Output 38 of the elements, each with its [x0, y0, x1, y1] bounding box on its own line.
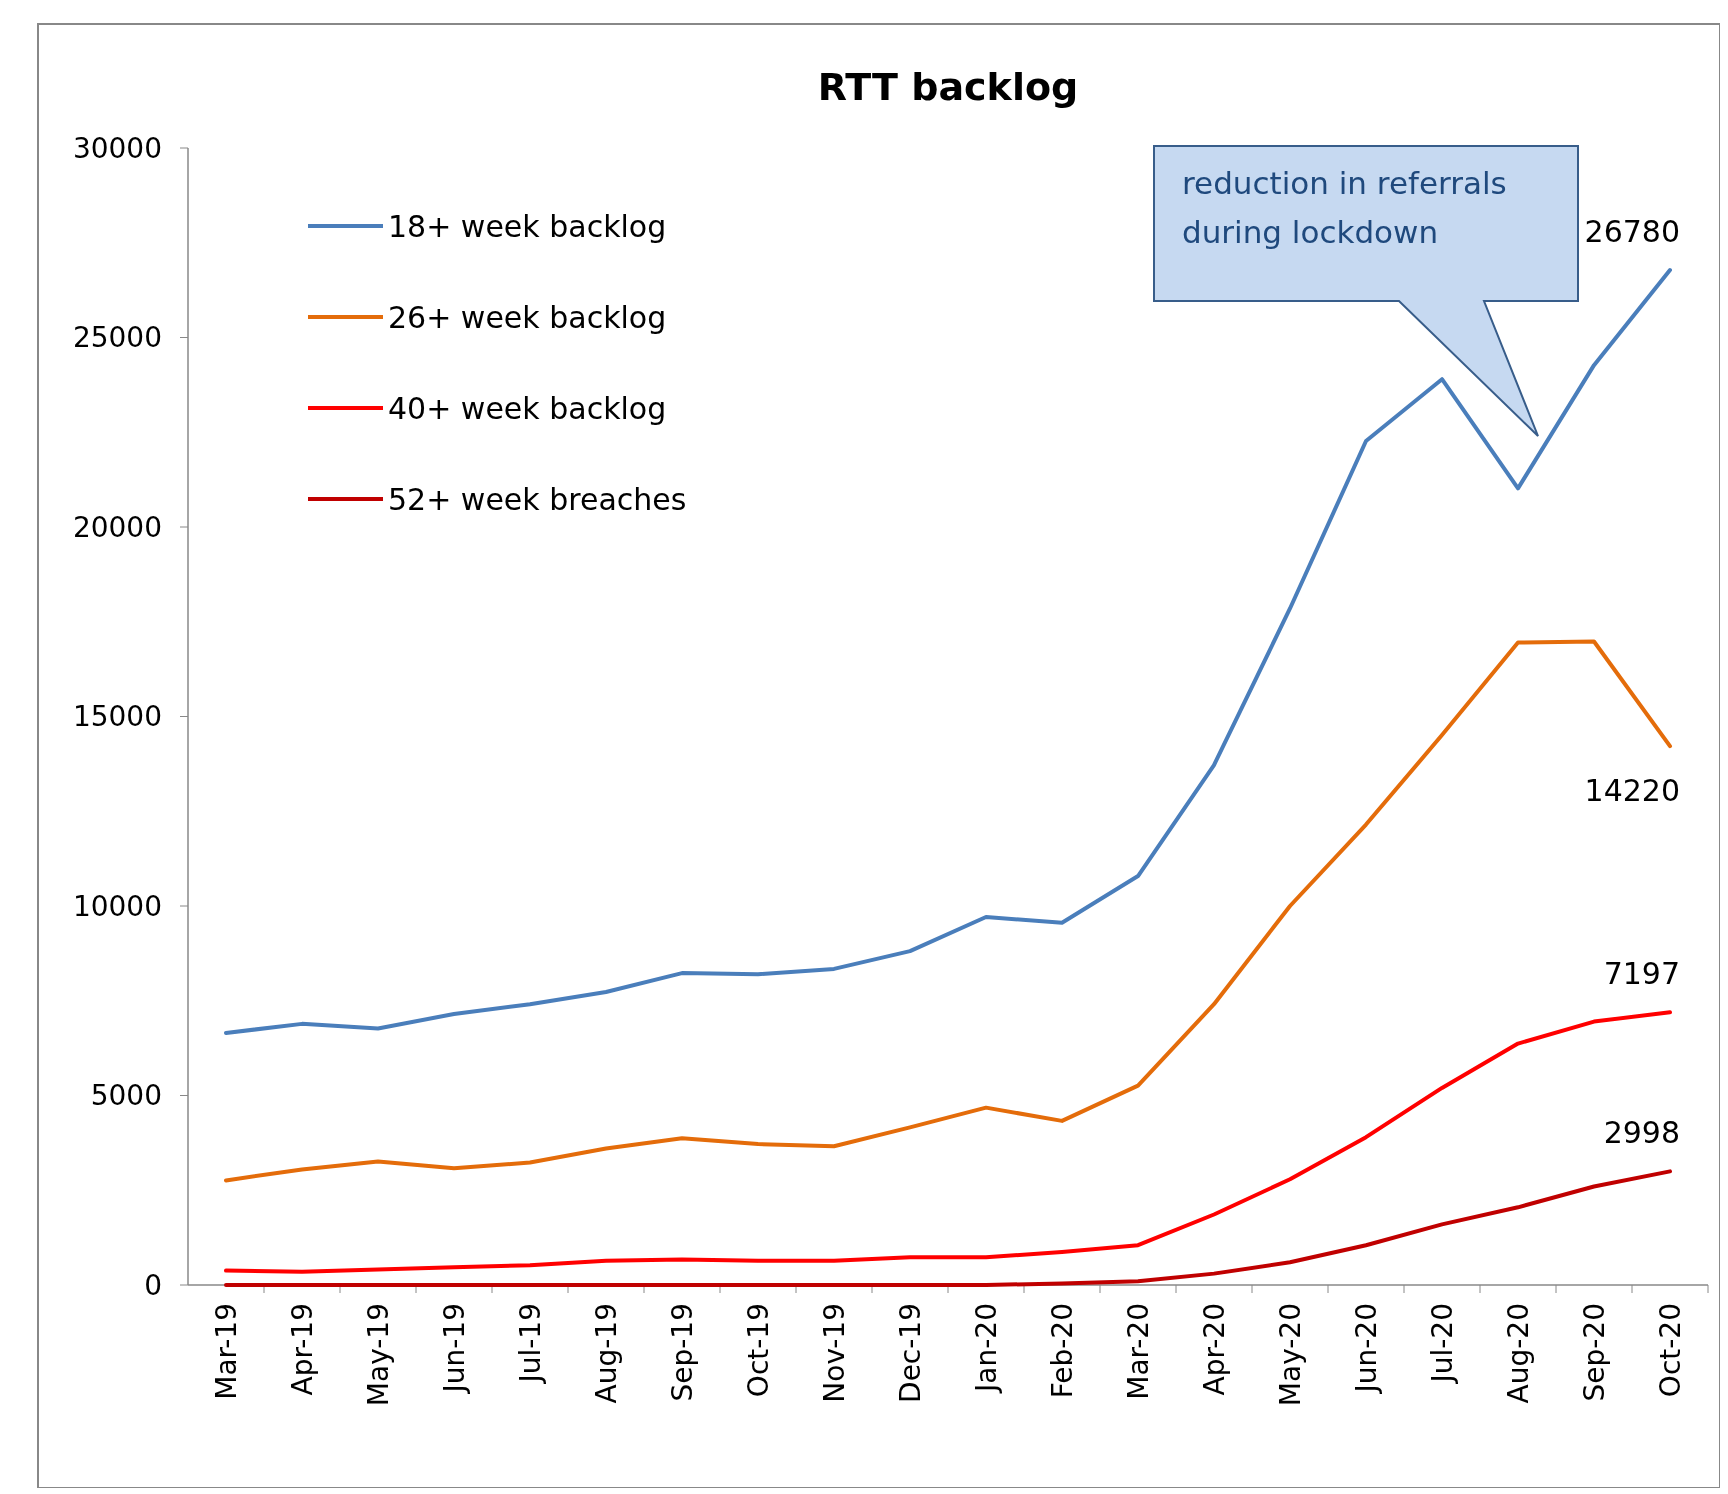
x-tick-label: Apr-19 [286, 1303, 319, 1396]
data-label: 26780 [1584, 214, 1680, 250]
x-tick-label: Mar-19 [210, 1303, 243, 1400]
x-tick-label: Aug-20 [1502, 1303, 1535, 1404]
x-tick-label: Jun-20 [1350, 1303, 1383, 1395]
y-tick-label: 15000 [72, 700, 162, 734]
y-tick-label: 0 [144, 1268, 162, 1302]
line-series [224, 1169, 1672, 1287]
annotation: reduction in referrals during lockdown [1182, 165, 1507, 250]
y-tick-label: 25000 [72, 321, 162, 355]
legend-label: 18+ week backlog [388, 208, 667, 244]
legend-label: 26+ week backlog [388, 299, 667, 335]
x-tick-label: May-19 [362, 1303, 395, 1407]
x-tick-label: Jul-20 [1426, 1303, 1459, 1385]
x-tick-label: Sep-19 [666, 1303, 699, 1402]
y-tick-label: 30000 [72, 131, 162, 165]
data-label: 2998 [1603, 1115, 1680, 1151]
x-tick-label: Mar-20 [1122, 1303, 1155, 1400]
x-tick-label: Oct-19 [742, 1303, 775, 1398]
y-tick-label: 5000 [90, 1079, 162, 1113]
x-tick-label: Oct-20 [1654, 1303, 1687, 1398]
legend-label: 52+ week breaches [388, 481, 687, 517]
y-tick-label: 10000 [72, 889, 162, 923]
y-tick-label: 20000 [72, 510, 162, 544]
x-tick-label: Nov-19 [818, 1303, 851, 1403]
chart-title: RTT backlog [817, 65, 1079, 109]
x-tick-label: Apr-20 [1198, 1303, 1231, 1396]
x-tick-label: Jun-19 [438, 1303, 471, 1395]
legend-label: 40+ week backlog [388, 390, 667, 426]
x-tick-label: May-20 [1274, 1303, 1307, 1407]
x-tick-label: Jul-19 [514, 1303, 547, 1385]
data-label: 7197 [1603, 956, 1680, 992]
x-tick-label: Dec-19 [894, 1303, 927, 1403]
x-tick-label: Sep-20 [1578, 1303, 1611, 1402]
x-tick-label: Jan-20 [970, 1303, 1003, 1394]
x-tick-label: Feb-20 [1046, 1303, 1079, 1399]
data-label: 14220 [1584, 773, 1680, 809]
x-tick-label: Aug-19 [590, 1303, 623, 1404]
